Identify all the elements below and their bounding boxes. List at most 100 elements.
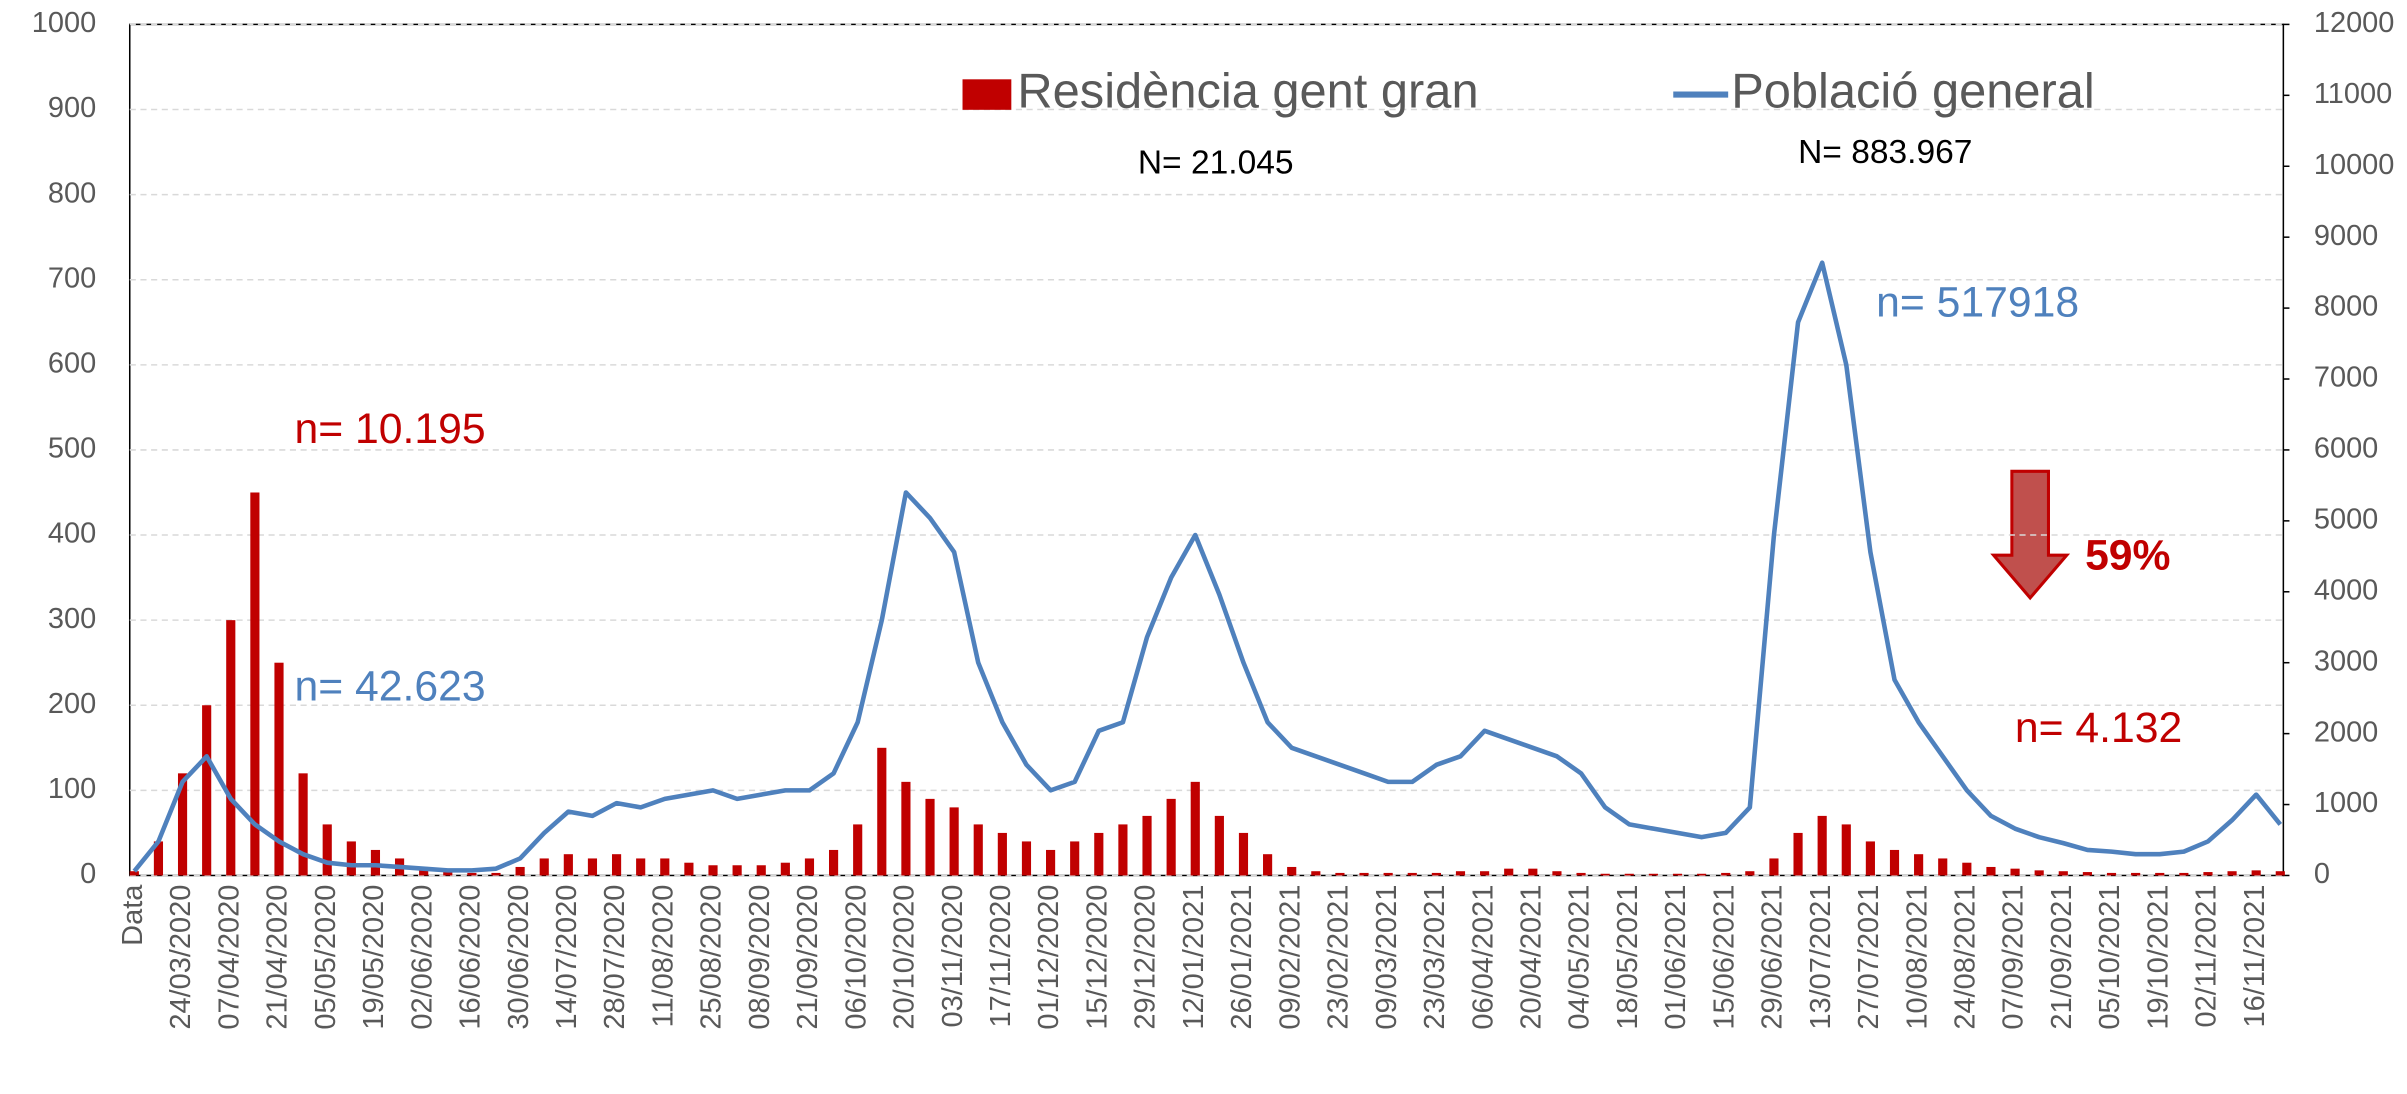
bar (1214, 815, 1224, 876)
x-tick-label: 19/10/2021 (2142, 885, 2174, 1030)
bar (1359, 872, 1369, 876)
bar (1142, 815, 1152, 876)
bar (853, 824, 863, 876)
bar (2251, 870, 2261, 876)
annotation: n= 42.623 (294, 663, 485, 711)
bar (2034, 870, 2044, 876)
bar (2203, 872, 2213, 876)
x-tick-label: 07/09/2021 (1998, 885, 2030, 1030)
bar (1311, 871, 1321, 876)
bar (1576, 872, 1586, 876)
x-tick-label: 16/06/2020 (455, 885, 487, 1030)
x-tick-label: 18/05/2021 (1612, 885, 1644, 1030)
bar (1600, 873, 1610, 876)
x-tick-label: 21/09/2020 (792, 885, 824, 1030)
bar (129, 871, 139, 876)
y2-tick-label: 9000 (2314, 220, 2378, 252)
annotation: 59% (2085, 532, 2170, 580)
bar (2010, 868, 2020, 876)
annotation: n= 4.132 (2015, 704, 2182, 752)
bar (2131, 872, 2141, 876)
x-tick-label: 02/06/2020 (406, 885, 438, 1030)
y-tick-label: 600 (48, 347, 96, 379)
x-tick-label: 05/10/2021 (2094, 885, 2126, 1030)
x-tick-label: 06/04/2021 (1467, 885, 1499, 1030)
bar (1504, 868, 1514, 876)
bar (756, 865, 766, 876)
bar (1190, 781, 1200, 876)
x-tick-label: 14/07/2020 (551, 885, 583, 1030)
line (132, 260, 2283, 873)
bar (2155, 872, 2165, 876)
y2-tick-label: 5000 (2314, 504, 2378, 536)
bar (1166, 798, 1176, 876)
bar (780, 862, 790, 876)
bar (515, 866, 525, 876)
bar (1480, 871, 1490, 876)
bar (829, 849, 839, 876)
bar (901, 781, 911, 876)
y-tick-label: 300 (48, 603, 96, 635)
bar (1624, 873, 1634, 876)
bar (1769, 858, 1779, 876)
bar (563, 854, 573, 876)
bar (804, 858, 815, 876)
bar (322, 824, 332, 876)
bar (1407, 872, 1417, 876)
x-tick-label: 05/05/2020 (310, 885, 342, 1030)
annotation: n= 10.195 (294, 405, 485, 453)
bar (684, 862, 694, 876)
x-tick-label: 15/12/2020 (1081, 885, 1113, 1030)
x-tick-label: 11/08/2020 (647, 885, 679, 1028)
y2-tick-label: 12000 (2314, 7, 2395, 39)
bar (443, 871, 453, 876)
x-tick-label: 09/03/2021 (1371, 885, 1403, 1030)
x-tick-label: 09/02/2021 (1274, 885, 1306, 1030)
x-tick-label: Data (117, 884, 149, 946)
x-tick-label: 16/11/2021 (2239, 885, 2271, 1028)
x-tick-label: 01/12/2020 (1033, 885, 1065, 1030)
bar (1118, 824, 1128, 876)
y-tick-label: 1000 (32, 7, 96, 39)
bar (226, 620, 236, 876)
bar (153, 841, 164, 876)
bar (491, 872, 501, 876)
x-tick-label: 23/02/2021 (1323, 885, 1355, 1030)
x-tick-label: 10/08/2021 (1901, 885, 1933, 1030)
bar (660, 858, 670, 876)
y2-tick-label: 2000 (2314, 716, 2378, 748)
bar (1721, 872, 1731, 876)
bar (1697, 873, 1707, 876)
bar (2275, 871, 2285, 876)
bar (2106, 872, 2117, 876)
bar (997, 832, 1007, 876)
bar (298, 773, 308, 876)
y-tick-label: 900 (48, 92, 96, 124)
x-tick-label: 20/04/2021 (1515, 885, 1547, 1030)
y-tick-label: 0 (80, 858, 96, 890)
x-tick-label: 17/11/2020 (985, 885, 1017, 1028)
y2-tick-label: 1000 (2314, 787, 2378, 819)
x-tick-label: 29/12/2020 (1130, 885, 1162, 1030)
annotation: n= 517918 (1876, 278, 2079, 326)
bar (467, 872, 477, 876)
bar (370, 849, 381, 876)
bar (1528, 868, 1538, 876)
bar (1648, 873, 1658, 876)
bar (1238, 832, 1249, 876)
bar (2227, 871, 2237, 876)
bar (1046, 849, 1056, 876)
x-tick-label: 02/11/2021 (2191, 885, 2223, 1028)
x-tick-label: 26/01/2021 (1226, 885, 1258, 1030)
bar (1986, 866, 1996, 876)
y-tick-label: 800 (48, 177, 96, 209)
bar (1914, 854, 1924, 876)
bar (1552, 871, 1562, 876)
legend-label: Població general (1731, 64, 2095, 118)
bar (2082, 872, 2092, 876)
bar (1094, 832, 1104, 876)
y2-tick-label: 6000 (2314, 433, 2378, 465)
x-tick-label: 21/04/2020 (262, 885, 294, 1030)
y-tick-label: 400 (48, 518, 96, 550)
bar (2179, 872, 2189, 876)
